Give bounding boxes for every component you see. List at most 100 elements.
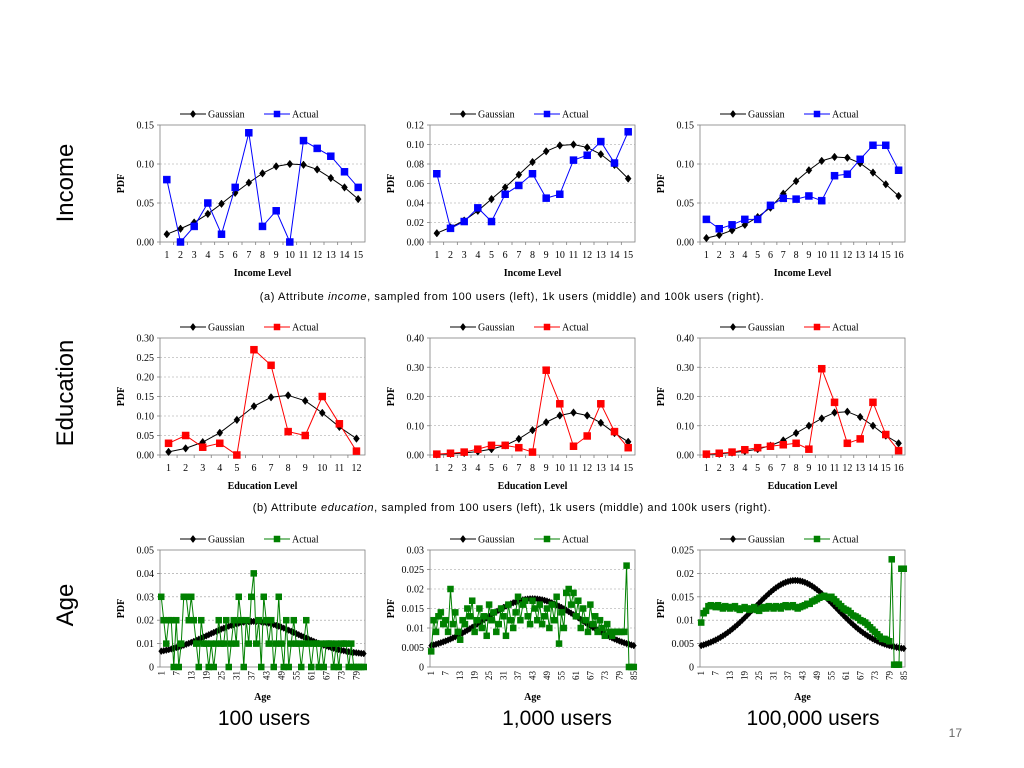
actual-point bbox=[505, 601, 512, 608]
x-tick-label: 7 bbox=[516, 463, 521, 474]
caption-b-suffix: , sampled from 100 users (left), 1k user… bbox=[374, 502, 772, 514]
x-tick-label: 13 bbox=[455, 671, 465, 681]
x-tick-label: 2 bbox=[183, 463, 188, 474]
x-tick-label: 55 bbox=[826, 671, 836, 681]
x-tick-label: 10 bbox=[555, 463, 565, 474]
gaussian-point bbox=[570, 140, 577, 149]
actual-point bbox=[163, 640, 170, 647]
x-tick-label: 79 bbox=[884, 671, 894, 681]
actual-point bbox=[583, 151, 591, 159]
actual-point bbox=[500, 613, 507, 620]
gaussian-point bbox=[869, 168, 877, 177]
actual-point bbox=[181, 431, 190, 440]
actual-point bbox=[515, 443, 523, 452]
x-axis-label: Age bbox=[254, 692, 271, 703]
x-tick-label: 25 bbox=[754, 671, 764, 681]
legend-gaussian-label: Gaussian bbox=[748, 323, 785, 334]
x-tick-label: 43 bbox=[261, 671, 271, 681]
actual-point bbox=[522, 597, 529, 604]
x-tick-label: 6 bbox=[503, 463, 508, 474]
x-tick-label: 4 bbox=[742, 463, 747, 474]
legend-actual-marker bbox=[813, 535, 821, 543]
actual-line bbox=[168, 348, 357, 456]
actual-point bbox=[569, 156, 578, 164]
legend-gaussian-marker bbox=[189, 322, 197, 332]
x-tick-label: 31 bbox=[769, 671, 779, 680]
x-tick-label: 79 bbox=[614, 671, 624, 681]
y-tick-label: 0.30 bbox=[137, 334, 155, 345]
actual-point bbox=[599, 624, 606, 632]
actual-point bbox=[702, 450, 711, 458]
legend-actual-marker bbox=[543, 323, 551, 331]
series-actual bbox=[164, 345, 361, 459]
series-actual bbox=[427, 562, 638, 671]
x-tick-label: 37 bbox=[246, 671, 256, 681]
actual-point bbox=[285, 663, 292, 671]
actual-point bbox=[313, 144, 321, 153]
actual-point bbox=[515, 181, 523, 190]
y-tick-label: 0.30 bbox=[677, 363, 695, 374]
actual-point bbox=[303, 616, 310, 624]
y-tick-label: 0.04 bbox=[137, 569, 155, 580]
chart-age-1k: Gaussian Actual 0 0.005 0.01 0.015 0.02 0.025 0.… bbox=[386, 535, 639, 704]
y-tick-label: 0.02 bbox=[407, 218, 425, 229]
actual-point bbox=[471, 628, 478, 636]
x-tick-label: 11 bbox=[335, 463, 345, 474]
x-tick-label: 61 bbox=[306, 671, 316, 680]
row-label-education: Education bbox=[52, 339, 79, 447]
x-tick-label: 1 bbox=[434, 250, 439, 261]
gaussian-point bbox=[433, 229, 441, 238]
legend-gaussian-marker bbox=[729, 322, 737, 332]
series-actual bbox=[702, 364, 903, 458]
x-tick-label: 25 bbox=[216, 671, 226, 681]
x-tick-label: 7 bbox=[269, 463, 274, 474]
series-actual bbox=[702, 141, 903, 233]
actual-point bbox=[248, 593, 255, 601]
actual-point bbox=[298, 663, 305, 671]
actual-point bbox=[483, 632, 490, 640]
gaussian-point bbox=[630, 641, 637, 650]
actual-point bbox=[427, 648, 435, 655]
x-tick-label: 6 bbox=[768, 463, 773, 474]
y-tick-label: 0.20 bbox=[677, 392, 695, 403]
row-label-age: Age bbox=[52, 583, 79, 627]
legend-actual-label: Actual bbox=[292, 110, 319, 121]
x-tick-label: 31 bbox=[231, 671, 241, 680]
legend-gaussian-label: Gaussian bbox=[478, 110, 515, 121]
actual-point bbox=[233, 640, 240, 647]
y-axis-label: PDF bbox=[386, 599, 397, 618]
legend-actual-label: Actual bbox=[832, 323, 859, 334]
x-tick-label: 25 bbox=[484, 671, 494, 681]
x-tick-label: 67 bbox=[321, 671, 331, 681]
actual-point bbox=[623, 562, 630, 569]
actual-line bbox=[706, 366, 899, 455]
x-tick-label: 9 bbox=[274, 250, 279, 261]
x-tick-label: 12 bbox=[842, 250, 852, 261]
actual-point bbox=[805, 192, 813, 200]
actual-point bbox=[265, 640, 272, 647]
actual-point bbox=[577, 624, 584, 632]
y-tick-label: 0.05 bbox=[137, 199, 155, 210]
legend-actual-marker bbox=[273, 323, 281, 331]
actual-point bbox=[460, 217, 468, 226]
legend-actual-label: Actual bbox=[562, 110, 589, 121]
actual-point bbox=[601, 632, 609, 640]
legend: Gaussian Actual bbox=[720, 110, 859, 121]
gaussian-point bbox=[286, 159, 294, 169]
x-tick-label: 19 bbox=[201, 671, 211, 681]
actual-point bbox=[487, 217, 496, 226]
gaussian-point bbox=[818, 156, 826, 166]
actual-point bbox=[531, 605, 539, 612]
caption-a-suffix: , sampled from 100 users (left), 1k user… bbox=[367, 291, 765, 303]
actual-point bbox=[526, 620, 534, 628]
gaussian-point bbox=[272, 162, 280, 171]
actual-point bbox=[567, 601, 575, 608]
actual-point bbox=[490, 609, 498, 616]
x-tick-label: 1 bbox=[704, 250, 709, 261]
x-tick-label: 10 bbox=[555, 250, 565, 261]
x-axis-label: Education Level bbox=[768, 481, 838, 492]
actual-point bbox=[546, 624, 553, 632]
actual-point bbox=[245, 640, 252, 647]
gaussian-point bbox=[805, 421, 813, 430]
legend-gaussian-label: Gaussian bbox=[208, 535, 245, 546]
